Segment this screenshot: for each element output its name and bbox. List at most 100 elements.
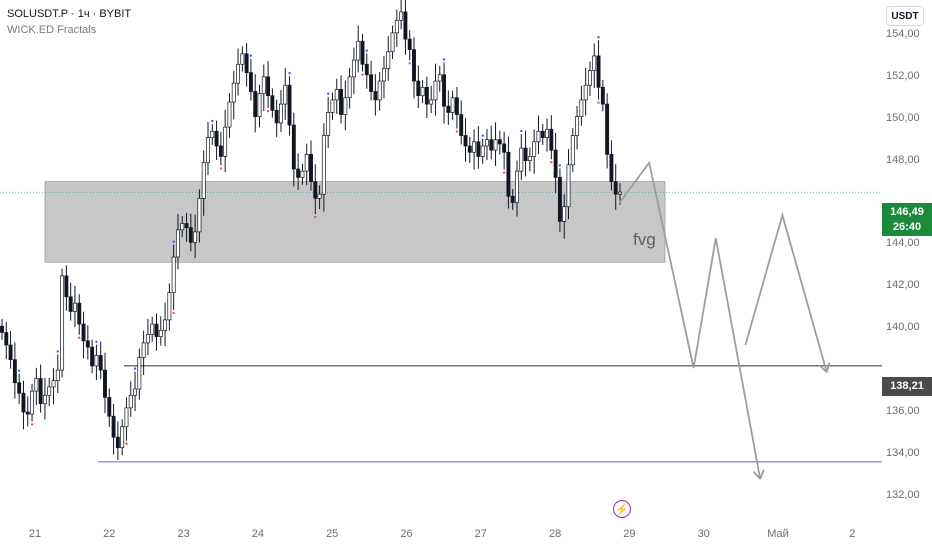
fvg-zone xyxy=(44,181,666,263)
candle-body xyxy=(145,334,150,344)
fractal-up-marker xyxy=(211,119,214,123)
candle-body xyxy=(309,154,313,182)
candle-body xyxy=(489,139,494,151)
candle-body xyxy=(133,388,137,396)
price-tick-label: 152,00 xyxy=(886,69,920,82)
candle-body xyxy=(42,394,47,405)
candle-body xyxy=(351,59,356,78)
candle-body xyxy=(291,124,296,170)
candle-body xyxy=(609,154,614,182)
fvg-annotation[interactable]: fvg xyxy=(633,230,656,249)
lightning-icon[interactable]: ⚡ xyxy=(613,500,631,518)
projection-arrowhead xyxy=(825,362,831,373)
candle-body xyxy=(386,51,391,69)
candle-body xyxy=(485,139,489,147)
candle-body xyxy=(557,177,562,222)
candle-body xyxy=(605,103,610,155)
candle-body xyxy=(214,130,219,147)
candle-body xyxy=(115,436,120,449)
candle-body xyxy=(588,70,592,86)
candle-body xyxy=(141,342,146,358)
candle-body xyxy=(562,206,567,222)
fractal-down-marker xyxy=(172,311,175,315)
candle-body xyxy=(339,89,343,115)
candle-body xyxy=(600,86,605,105)
candle-body xyxy=(527,156,532,162)
candle-body xyxy=(111,415,116,438)
candle-body xyxy=(519,147,524,172)
candle-body xyxy=(296,168,301,178)
currency-button[interactable]: USDT xyxy=(886,6,924,26)
candle-body xyxy=(579,99,584,118)
price-tick-label: 136,00 xyxy=(886,405,920,418)
candle-body xyxy=(261,76,266,94)
price-tick-label: 150,00 xyxy=(886,111,920,124)
fractal-up-marker xyxy=(172,240,175,243)
candle-body xyxy=(167,292,172,321)
candle-body xyxy=(493,139,498,151)
candle-body xyxy=(193,231,198,243)
candle-body xyxy=(231,82,236,103)
fractal-up-marker xyxy=(56,350,59,353)
candle-body xyxy=(21,392,26,413)
price-tick-label: 142,00 xyxy=(886,279,920,292)
candle-body xyxy=(480,145,485,157)
symbol-title: SOLUSDT.P · 1ч · BYBIT xyxy=(7,8,132,20)
candle-body xyxy=(510,195,515,203)
fractal-down-marker xyxy=(361,73,364,76)
candle-body xyxy=(596,55,601,88)
candle-body xyxy=(176,229,180,258)
fractal-up-marker xyxy=(558,164,562,167)
candle-body xyxy=(163,319,168,331)
candle-body xyxy=(429,99,434,105)
candle-body xyxy=(270,95,275,111)
candle-body xyxy=(472,141,477,153)
candle-body xyxy=(321,135,326,195)
candle-body xyxy=(68,296,73,312)
candle-body xyxy=(47,386,52,396)
price-tick-label: 140,00 xyxy=(886,321,920,334)
candle-body xyxy=(420,86,425,97)
candle-body xyxy=(253,91,258,118)
candle-body xyxy=(283,84,288,105)
fractal-up-marker xyxy=(481,134,484,137)
candle-body xyxy=(150,323,155,335)
candle-body xyxy=(128,394,133,409)
candle-body xyxy=(613,181,618,195)
fractal-down-marker xyxy=(314,215,317,219)
candle-body xyxy=(382,68,386,82)
candle-body xyxy=(416,80,421,97)
candle-body xyxy=(171,256,176,293)
price-tick-label: 148,00 xyxy=(886,153,920,166)
fractal-down-marker xyxy=(30,423,34,426)
time-tick-label: 26 xyxy=(400,528,413,540)
candle-body xyxy=(343,97,348,115)
candle-body xyxy=(390,32,395,53)
candle-body xyxy=(377,80,382,101)
candle-body xyxy=(64,275,69,298)
time-tick-label: 23 xyxy=(177,528,190,540)
candle-body xyxy=(553,149,558,178)
time-tick-label: 24 xyxy=(251,528,265,540)
candle-body xyxy=(403,11,408,40)
candle-body xyxy=(236,63,240,84)
candle-body xyxy=(197,198,202,233)
candle-body xyxy=(540,130,545,138)
fractal-up-marker xyxy=(288,72,291,75)
fractal-down-marker xyxy=(266,109,270,113)
candle-body xyxy=(81,323,86,342)
indicator-label[interactable]: WICK.ED Fractals xyxy=(7,24,97,36)
candle-body xyxy=(583,84,588,101)
candle-body xyxy=(107,397,112,417)
candle-body xyxy=(369,74,374,92)
candle-body xyxy=(223,126,228,157)
candle-body xyxy=(244,53,249,74)
candle-body xyxy=(266,76,271,97)
level-price-value: 138,21 xyxy=(890,380,924,392)
candle-body xyxy=(330,99,335,113)
candle-body xyxy=(85,340,90,348)
candle-body xyxy=(158,329,163,337)
projection-arrowhead xyxy=(818,364,828,373)
